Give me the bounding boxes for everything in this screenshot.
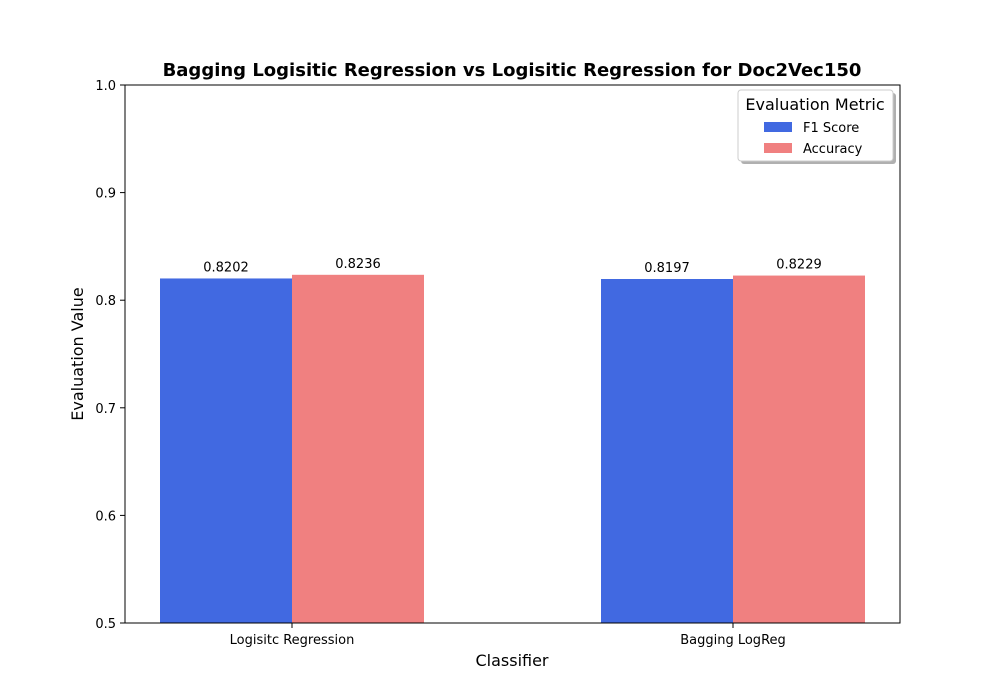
legend-label: F1 Score <box>803 121 859 136</box>
legend-title: Evaluation Metric <box>745 95 884 114</box>
y-tick-label: 1.0 <box>95 79 116 94</box>
y-tick-label: 0.8 <box>95 294 116 309</box>
x-tick-label: Logisitc Regression <box>230 633 355 648</box>
legend-label: Accuracy <box>803 142 863 157</box>
x-tick-label: Bagging LogReg <box>680 633 786 648</box>
data-label: 0.8236 <box>335 257 381 272</box>
y-tick-label: 0.5 <box>95 617 116 632</box>
legend-swatch <box>764 143 792 153</box>
bar-f1-score <box>601 279 733 623</box>
data-label: 0.8202 <box>203 260 249 275</box>
legend-swatch <box>764 122 792 132</box>
legend: Evaluation Metric F1 Score Accuracy <box>737 89 896 164</box>
plot-frame <box>124 84 901 624</box>
y-tick-label: 0.6 <box>95 509 116 524</box>
y-tick-label: 0.9 <box>95 187 116 202</box>
y-axis-label: Evaluation Value <box>68 287 87 420</box>
data-label: 0.8229 <box>776 258 822 273</box>
x-axis-label: Classifier <box>475 651 548 670</box>
legend-entries: F1 Score Accuracy <box>764 121 863 157</box>
data-label: 0.8197 <box>644 261 690 276</box>
bar-accuracy <box>733 275 865 623</box>
plot-area: 0.5 0.6 0.7 0.8 0.9 1.0 Logisitc Regression 0.8… <box>95 79 865 648</box>
y-tick-label: 0.7 <box>95 402 116 417</box>
bar-accuracy <box>292 274 424 623</box>
bar-f1-score <box>160 278 292 623</box>
chart-title: Bagging Logisitic Regression vs Logisiti… <box>163 60 862 81</box>
